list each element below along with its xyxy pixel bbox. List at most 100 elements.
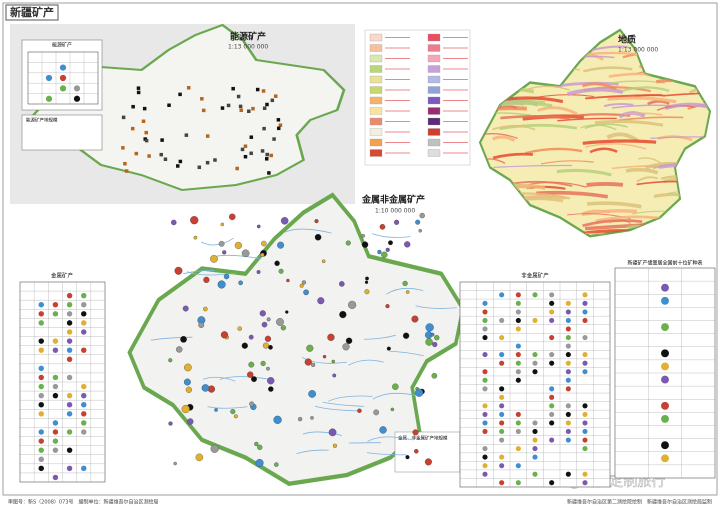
mine-symbol: [301, 280, 307, 285]
table-symbol: [515, 326, 521, 332]
table-symbol: [499, 352, 505, 358]
table-symbol: [565, 343, 571, 349]
mine-symbol: [203, 306, 208, 312]
footer-left: 审图号：新S（2008）073号 编制单位：新疆维吾尔自治区测绘局: [8, 499, 158, 506]
mine-symbol: [377, 249, 382, 255]
legend-swatch: [427, 96, 441, 105]
mine-symbol: [218, 240, 225, 247]
mine-symbol: [317, 297, 325, 305]
mine-symbol: [327, 333, 335, 341]
mine-symbol: [134, 151, 139, 156]
river: [389, 350, 424, 357]
mine-symbol: [176, 346, 183, 353]
table-symbol: [499, 360, 505, 366]
mine-symbol: [267, 377, 275, 385]
river: [366, 452, 407, 456]
mine-symbol: [201, 384, 210, 392]
table-symbol: [52, 338, 59, 344]
legend-swatch: [369, 96, 383, 105]
mine-symbol: [402, 332, 410, 339]
table-symbol: [482, 309, 488, 315]
table-symbol: [532, 446, 538, 452]
table-symbol: [38, 374, 44, 381]
legend-swatch: [427, 33, 441, 42]
stratum: [525, 147, 583, 155]
table-symbol: [81, 429, 87, 435]
energy-map-title: 能源矿产: [230, 31, 266, 43]
river: [296, 449, 329, 455]
mine-symbol: [308, 390, 316, 398]
table-symbol: [38, 456, 44, 463]
metal-size-title: 金属、非金属矿产地规模: [398, 435, 448, 442]
table-symbol: [661, 401, 669, 410]
mine-symbol: [266, 366, 270, 371]
mine-symbol: [259, 310, 266, 317]
mine-symbol: [405, 455, 410, 460]
table-symbol: [66, 429, 73, 435]
table-symbol: [515, 428, 521, 435]
mine-symbol: [226, 103, 231, 108]
mine-symbol: [190, 216, 199, 225]
table-symbol: [499, 292, 505, 298]
mine-symbol: [236, 94, 241, 99]
stratum: [647, 100, 670, 106]
mine-symbol: [280, 217, 289, 225]
table-symbol: [499, 454, 505, 460]
mine-symbol: [168, 421, 173, 426]
mine-symbol: [273, 415, 282, 424]
river: [302, 431, 343, 436]
table-symbol: [66, 392, 73, 399]
legend-swatch: [369, 86, 383, 94]
mine-symbol: [178, 92, 182, 97]
mine-symbol: [186, 86, 191, 90]
table-symbol: [66, 411, 73, 417]
stratum: [586, 201, 642, 209]
metal-map-title: 金属非金属矿产: [361, 194, 425, 206]
mine-symbol: [220, 331, 229, 339]
table-symbol: [515, 317, 521, 323]
mine-symbol: [297, 416, 303, 422]
mine-symbol: [386, 346, 391, 351]
table-symbol: [482, 352, 488, 358]
table-symbol: [661, 296, 669, 305]
stratum: [492, 135, 516, 142]
header-title: 新疆矿产: [10, 5, 54, 19]
legend-swatch: [427, 138, 441, 147]
table-symbol: [515, 446, 521, 452]
table-symbol: [482, 428, 488, 435]
mine-symbol: [238, 280, 243, 286]
mine-symbol: [390, 407, 395, 412]
table-symbol: [66, 465, 73, 472]
energy-size-legend: [21, 114, 103, 151]
table-symbol: [66, 402, 73, 408]
table-symbol: [549, 386, 555, 392]
mine-symbol: [314, 233, 322, 241]
stratum: [536, 190, 609, 199]
table-symbol: [38, 365, 44, 372]
mine-symbol: [131, 104, 135, 109]
mine-symbol: [210, 444, 219, 453]
mine-symbol: [328, 428, 337, 437]
table-symbol: [482, 334, 488, 341]
mine-symbol: [260, 252, 265, 257]
table-symbol: [515, 309, 521, 315]
table-symbol: [582, 309, 588, 315]
mine-symbol: [419, 212, 425, 219]
mine-symbol: [180, 335, 187, 343]
mine-symbol: [200, 97, 204, 101]
mine-symbol: [345, 337, 353, 344]
table-symbol: [482, 403, 488, 409]
table-symbol: [565, 352, 571, 358]
legend-swatch: [427, 44, 441, 52]
mine-symbol: [364, 289, 370, 295]
legend-swatch: [369, 138, 383, 147]
table-symbol: [661, 283, 669, 292]
mine-symbol: [260, 149, 265, 153]
mine-symbol: [121, 146, 125, 150]
stratum: [557, 117, 617, 122]
mine-symbol: [230, 409, 236, 415]
mine-symbol: [160, 138, 164, 142]
mine-symbol: [432, 341, 438, 348]
mine-symbol: [322, 354, 327, 359]
table-symbol: [52, 347, 59, 353]
